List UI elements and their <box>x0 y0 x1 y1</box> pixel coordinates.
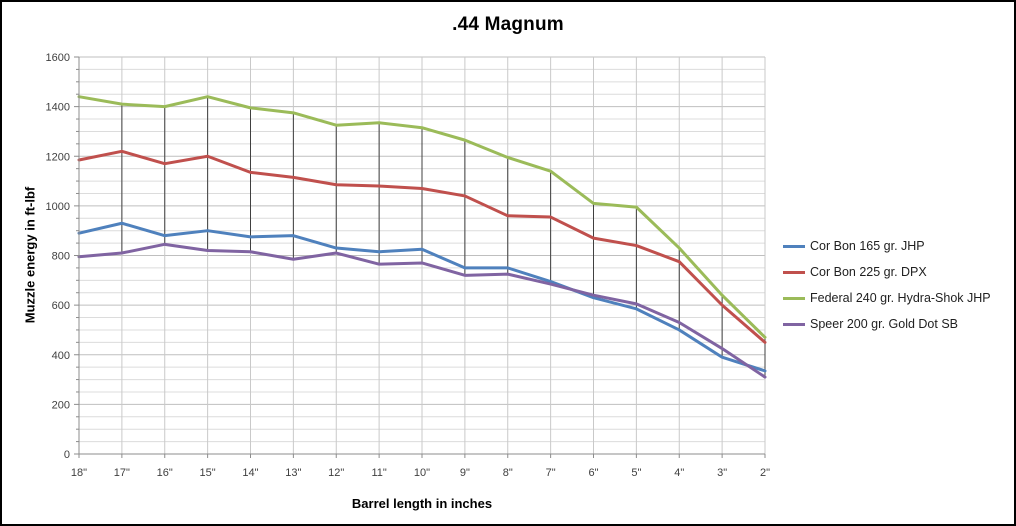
legend-item: Cor Bon 165 gr. JHP <box>783 233 991 259</box>
y-tick-label: 1400 <box>46 102 70 114</box>
legend-item: Speer 200 gr. Gold Dot SB <box>783 311 991 337</box>
series-line-cor-bon-225-gr-dpx <box>77 149 767 344</box>
y-tick-label: 1200 <box>46 151 70 163</box>
x-tick-label: 11" <box>371 467 386 479</box>
y-tick-label: 0 <box>64 449 70 461</box>
x-tick-label: 12" <box>328 467 344 479</box>
legend-label: Speer 200 gr. Gold Dot SB <box>810 317 959 331</box>
y-tick-label: 200 <box>52 399 70 411</box>
x-tick-label: 2" <box>760 467 770 479</box>
x-tick-label: 6" <box>588 467 598 479</box>
x-tick-label: 5" <box>631 467 641 479</box>
legend-item: Federal 240 gr. Hydra-Shok JHP <box>783 285 991 311</box>
y-tick-label: 1000 <box>46 201 70 213</box>
x-axis-title: Barrel length in inches <box>351 496 493 511</box>
x-tick-label: 10" <box>414 467 430 479</box>
x-tick-label: 16" <box>157 467 173 479</box>
legend-label: Federal 240 gr. Hydra-Shok JHP <box>810 291 991 305</box>
y-tick-label: 400 <box>52 350 70 362</box>
chart-title: .44 Magnum <box>452 14 564 35</box>
legend-label: Cor Bon 225 gr. DPX <box>810 265 927 279</box>
x-tick-label: 4" <box>674 467 684 479</box>
series-line-federal-240-gr-hydra-shok-jhp <box>77 95 767 339</box>
legend-label: Cor Bon 165 gr. JHP <box>810 239 925 253</box>
legend: Cor Bon 165 gr. JHP Cor Bon 225 gr. DPX Fe… <box>783 233 991 337</box>
x-tick-label: 18" <box>71 467 87 479</box>
x-tick-label: 13" <box>285 467 301 479</box>
series-line-cor-bon-165-gr-jhp <box>77 221 767 373</box>
x-tick-label: 8" <box>503 467 513 479</box>
legend-swatch <box>783 296 805 300</box>
y-tick-label: 800 <box>52 251 70 263</box>
legend-swatch <box>783 270 805 274</box>
x-tick-label: 9" <box>460 467 470 479</box>
y-tick-label: 600 <box>52 300 70 312</box>
x-tick-label: 17" <box>114 467 130 479</box>
y-tick-label: 1600 <box>46 52 70 64</box>
x-tick-label: 15" <box>200 467 216 479</box>
legend-item: Cor Bon 225 gr. DPX <box>783 259 991 285</box>
legend-swatch <box>783 322 805 326</box>
x-tick-label: 14" <box>242 467 258 479</box>
series-line-speer-200-gr-gold-dot-sb <box>77 242 767 379</box>
x-tick-label: 7" <box>546 467 556 479</box>
x-tick-label: 3" <box>717 467 727 479</box>
legend-swatch <box>783 244 805 248</box>
